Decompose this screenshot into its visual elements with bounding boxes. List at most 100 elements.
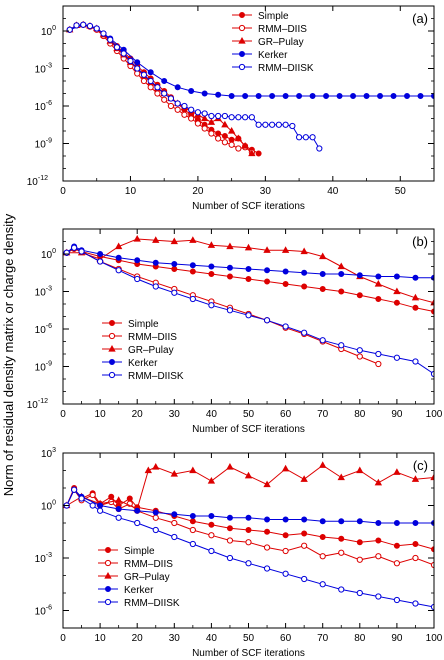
data-point (295, 134, 303, 141)
legend-marker (104, 571, 112, 579)
data-point (161, 78, 168, 85)
y-tick-label: 103 (41, 447, 56, 460)
legend-marker (108, 344, 116, 352)
data-point (282, 121, 289, 128)
legend-marker (238, 63, 246, 71)
data-point (71, 486, 78, 493)
y-axis: 100 10-3 10-6 10-9 10-12 (27, 5, 434, 188)
legend-item-rmm-diis: RMM–DIIS (102, 332, 177, 343)
x-tick-label: 20 (132, 633, 144, 644)
data-point (107, 36, 114, 43)
legend-label: Kerker (124, 585, 154, 596)
y-axis: 103 100 10-3 10-6 (35, 447, 434, 629)
data-point (337, 262, 345, 270)
data-point (208, 547, 215, 555)
data-point (319, 534, 326, 541)
legend-item-simple: Simple (98, 546, 155, 557)
x-tick-label: 60 (280, 633, 292, 644)
legend-label: RMM–DIIS (124, 559, 173, 570)
data-point (245, 527, 252, 534)
data-point (356, 589, 363, 597)
chart-panel-3: 0 10 20 30 40 50 60 70 80 90 100 Number of SCF iter… (35, 447, 443, 659)
data-point (245, 560, 252, 567)
legend-marker (105, 547, 112, 554)
data-point (300, 475, 308, 482)
data-point (404, 93, 411, 100)
legend-label: GR–Pulay (128, 345, 174, 356)
y-axis: 100 10-3 10-6 10-9 10-12 (27, 228, 434, 411)
data-point (255, 150, 262, 157)
data-point (108, 493, 115, 500)
data-point (323, 93, 330, 100)
y-tick-label: 10-9 (35, 138, 52, 151)
data-point (242, 114, 249, 121)
data-point (226, 462, 234, 470)
legend-label: Kerker (128, 358, 158, 369)
series-gr-pulay (63, 461, 434, 512)
data-point (226, 264, 233, 271)
y-tick-label: 10-12 (27, 398, 48, 411)
data-point (255, 93, 262, 100)
x-tick-label: 10 (95, 409, 107, 420)
legend-item-kerker: Kerker (102, 358, 158, 369)
x-axis-label: Number of SCF iterations (192, 424, 305, 435)
data-point (86, 22, 94, 30)
data-point (188, 115, 195, 122)
data-point (221, 139, 228, 146)
x-tick-label: 50 (243, 409, 255, 420)
data-point (189, 513, 196, 520)
data-point (167, 102, 175, 110)
data-point (208, 302, 215, 309)
data-point (200, 114, 209, 122)
data-point (244, 471, 253, 479)
data-point (263, 480, 271, 488)
x-tick-label: 10 (125, 186, 137, 197)
data-point (208, 263, 215, 270)
legend: Simple RMM–DIIS GR–Pulay Kerker RMM–DIISK (98, 546, 180, 609)
series-rmm-diisk (63, 244, 434, 378)
data-point (134, 65, 141, 72)
plot-frame (62, 5, 435, 182)
data-point (215, 91, 222, 98)
legend-item-kerker: Kerker (232, 50, 288, 61)
data-point (147, 84, 154, 91)
data-point (134, 275, 141, 283)
plot-area (63, 461, 434, 611)
data-point (208, 521, 215, 528)
series-simple (66, 21, 262, 157)
series-rmm-diisk (63, 486, 434, 611)
legend-marker (238, 11, 245, 18)
data-point (301, 516, 308, 523)
data-point (174, 100, 181, 107)
legend-marker (108, 332, 116, 340)
data-point (411, 293, 420, 301)
y-tick-label: 10-6 (35, 605, 52, 618)
data-point (227, 126, 236, 134)
legend-item-rmm-diisk: RMM–DIISK (102, 371, 184, 382)
legend-item-rmm-diisk: RMM–DIISK (232, 63, 314, 74)
x-tick-label: 50 (395, 186, 407, 197)
data-point (393, 354, 400, 361)
x-tick-label: 100 (426, 633, 443, 644)
series-line-rmm-diisk (66, 247, 434, 375)
data-point (228, 93, 235, 100)
data-point (264, 278, 271, 285)
data-point (228, 141, 235, 148)
x-tick-label: 90 (391, 633, 403, 644)
data-point (73, 22, 80, 29)
x-tick-label: 80 (354, 409, 366, 420)
x-tick-label: 80 (354, 633, 366, 644)
x-axis-label: Number of SCF iterations (192, 648, 305, 659)
data-point (289, 122, 296, 130)
data-point (226, 525, 233, 532)
data-point (208, 270, 215, 277)
series-line-gr-pulay (66, 464, 434, 510)
data-point (147, 69, 154, 76)
data-point (171, 260, 178, 267)
legend-item-rmm-diis: RMM–DIIS (232, 24, 307, 35)
data-point (336, 93, 343, 100)
data-point (114, 242, 123, 250)
data-point (282, 93, 289, 100)
data-point (248, 149, 256, 157)
y-tick-label: 100 (41, 500, 56, 513)
